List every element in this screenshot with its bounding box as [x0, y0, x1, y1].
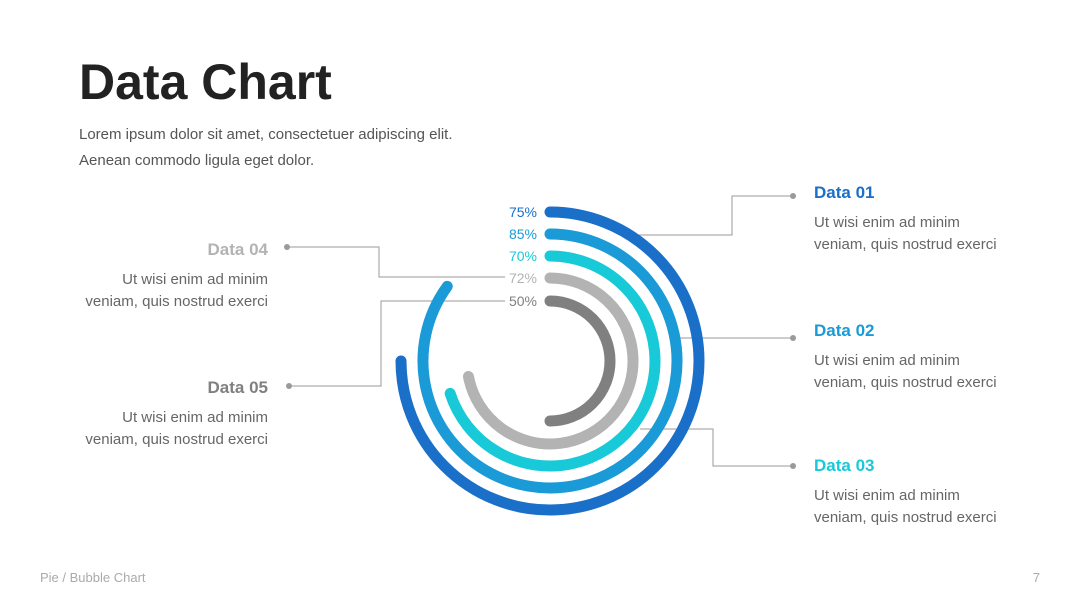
- category-description: Ut wisi enim ad minim: [814, 352, 960, 369]
- connector-dot: [790, 463, 796, 469]
- slide-title: Data Chart: [79, 54, 332, 110]
- connector-dot: [790, 193, 796, 199]
- radial-bar: [462, 272, 639, 450]
- connector-dot: [284, 244, 290, 250]
- radial-bar: [417, 228, 683, 494]
- footer: Pie / Bubble Chart: [40, 570, 146, 585]
- category-title: Data 02: [814, 321, 874, 340]
- page-number: 7: [1033, 570, 1040, 585]
- connector-dot: [790, 335, 796, 341]
- connector-dot: [286, 383, 292, 389]
- radial-bar: [395, 206, 705, 516]
- category-description: veniam, quis nostrud exerci: [85, 293, 268, 310]
- category-description: veniam, quis nostrud exerci: [814, 509, 997, 526]
- category-title: Data 03: [814, 456, 874, 475]
- category-description: veniam, quis nostrud exerci: [814, 236, 997, 253]
- connector: [630, 195, 793, 236]
- radial-bar: [544, 295, 616, 427]
- category-title: Data 01: [814, 183, 874, 202]
- value-label: 50%: [509, 293, 537, 309]
- value-label: 85%: [509, 226, 537, 242]
- category-description: Ut wisi enim ad minim: [814, 214, 960, 231]
- category-title: Data 05: [208, 378, 268, 397]
- value-label: 70%: [509, 248, 537, 264]
- subtitle: Lorem ipsum dolor sit amet, consectetuer…: [79, 126, 453, 143]
- category-description: veniam, quis nostrud exerci: [85, 431, 268, 448]
- connector: [287, 246, 505, 278]
- category-description: Ut wisi enim ad minim: [122, 409, 268, 426]
- radial-bar: [444, 250, 661, 472]
- category-description: Ut wisi enim ad minim: [814, 487, 960, 504]
- category-title: Data 04: [208, 240, 269, 259]
- value-label: 75%: [509, 204, 537, 220]
- subtitle: Aenean commodo ligula eget dolor.: [79, 152, 314, 169]
- value-label: 72%: [509, 270, 537, 286]
- category-description: Ut wisi enim ad minim: [122, 271, 268, 288]
- category-description: veniam, quis nostrud exerci: [814, 374, 997, 391]
